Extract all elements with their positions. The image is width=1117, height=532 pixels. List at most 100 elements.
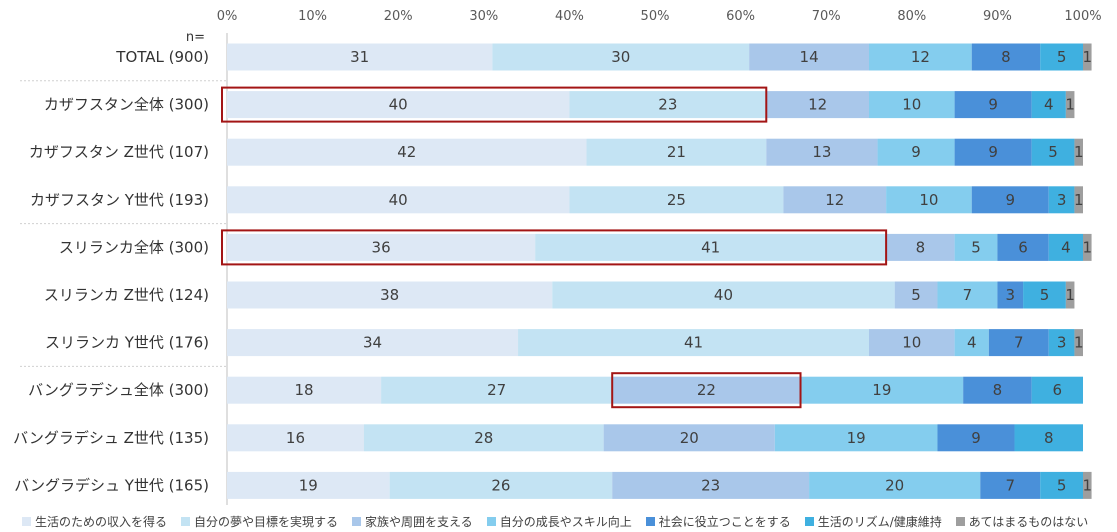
bar-value-label: 8 [1001,48,1011,66]
bar-value-label: 9 [911,143,921,161]
bar-segment [227,471,390,499]
legend-item: あてはまるものはない [955,513,1088,530]
x-tick-label: 40% [555,9,584,24]
x-tick-label: 70% [812,9,841,24]
bar-segment [1083,233,1092,261]
row-label: カザフスタン Z世代 (107) [29,143,209,161]
bar-value-label: 1 [1065,286,1075,304]
bar-segment [1074,186,1083,214]
bar-value-label: 9 [988,143,998,161]
bar-value-label: 1 [1083,238,1093,256]
bar-value-label: 6 [1053,381,1063,399]
row-label: カザフスタン Y世代 (193) [30,191,209,209]
bar-segment [363,424,604,452]
bar-value-label: 20 [885,476,904,494]
bar-segment [997,233,1049,261]
bar-value-label: 27 [487,381,506,399]
bar-segment [886,186,972,214]
legend-label: 生活のリズム/健康維持 [817,515,942,529]
legend-swatch [955,517,965,526]
bar-segment [954,233,998,261]
bar-value-label: 34 [363,334,382,352]
highlight-box [221,86,768,123]
bar-segment [809,471,981,499]
legend-swatch [22,517,31,526]
bar-segment [1074,138,1083,166]
x-tick-label: 0% [217,9,238,24]
bar-value-label: 7 [1005,476,1015,494]
bar-segment [1040,471,1083,499]
row-label: バングラデシュ Y世代 (165) [14,476,209,494]
bar-segment [552,281,895,309]
legend-item: 社会に役立つことをする [645,513,791,530]
bar-value-label: 40 [714,286,733,304]
x-tick-label: 100% [1064,9,1101,24]
bar-segment [954,329,989,357]
bar-segment [937,424,1015,452]
bar-value-label: 12 [825,191,844,209]
bar-value-label: 8 [993,381,1003,399]
bar-value-label: 41 [701,238,720,256]
bar-segment [569,91,767,119]
x-tick-label: 60% [726,9,755,24]
bar-value-label: 5 [1057,48,1067,66]
bar-value-label: 3 [1005,286,1015,304]
legend-item: 自分の成長やスキル向上 [486,513,632,530]
bar-value-label: 9 [1005,191,1015,209]
bar-value-label: 5 [911,286,921,304]
bar-value-label: 18 [294,381,313,399]
bar-value-label: 7 [963,286,973,304]
bar-segment [227,424,364,452]
bar-segment [1014,424,1083,452]
bar-segment [971,186,1049,214]
bar-value-label: 12 [808,96,827,114]
bar-value-label: 36 [372,238,391,256]
bar-value-label: 9 [988,96,998,114]
bar-value-label: 6 [1018,238,1028,256]
bar-segment [894,281,938,309]
bar-segment [766,138,878,166]
bar-value-label: 16 [286,429,305,447]
bar-segment [869,91,955,119]
bar-segment [227,43,493,71]
bar-segment [937,281,998,309]
bar-segment [227,376,382,404]
bar-segment [971,43,1041,71]
bar-segment [766,91,869,119]
x-tick-label: 80% [897,9,926,24]
bar-value-label: 8 [916,238,926,256]
bar-value-label: 1 [1074,334,1084,352]
bar-segment [1048,233,1083,261]
bar-segment [1040,43,1083,71]
bar-value-label: 5 [971,238,981,256]
bar-segment [612,376,801,404]
bar-value-label: 40 [389,191,408,209]
x-tick-label: 30% [469,9,498,24]
bar-segment [774,424,938,452]
bar-value-label: 4 [967,334,977,352]
bar-value-label: 4 [1044,96,1054,114]
bar-segment [569,186,784,214]
bar-value-label: 10 [902,96,921,114]
bar-segment [1048,329,1075,357]
bar-value-label: 8 [1044,429,1054,447]
bar-value-label: 23 [701,476,720,494]
x-tick-label: 90% [983,9,1012,24]
bar-value-label: 10 [902,334,921,352]
bar-segment [381,376,613,404]
bar-segment [1083,43,1092,71]
bar-value-label: 1 [1065,96,1075,114]
x-tick-label: 10% [298,9,327,24]
row-label: バングラデシュ Z世代 (135) [13,429,209,447]
bar-segment [603,424,775,452]
legend-label: 自分の夢や目標を実現する [194,515,339,529]
bar-value-label: 1 [1074,191,1084,209]
bar-value-label: 5 [1040,286,1050,304]
bar-segment [389,471,613,499]
row-label: カザフスタン全体 (300) [44,96,209,114]
bar-value-label: 21 [667,143,686,161]
row-label: バングラデシュ全体 (300) [28,381,209,399]
bar-value-label: 12 [911,48,930,66]
bar-segment [1083,471,1092,499]
bar-segment [227,329,519,357]
